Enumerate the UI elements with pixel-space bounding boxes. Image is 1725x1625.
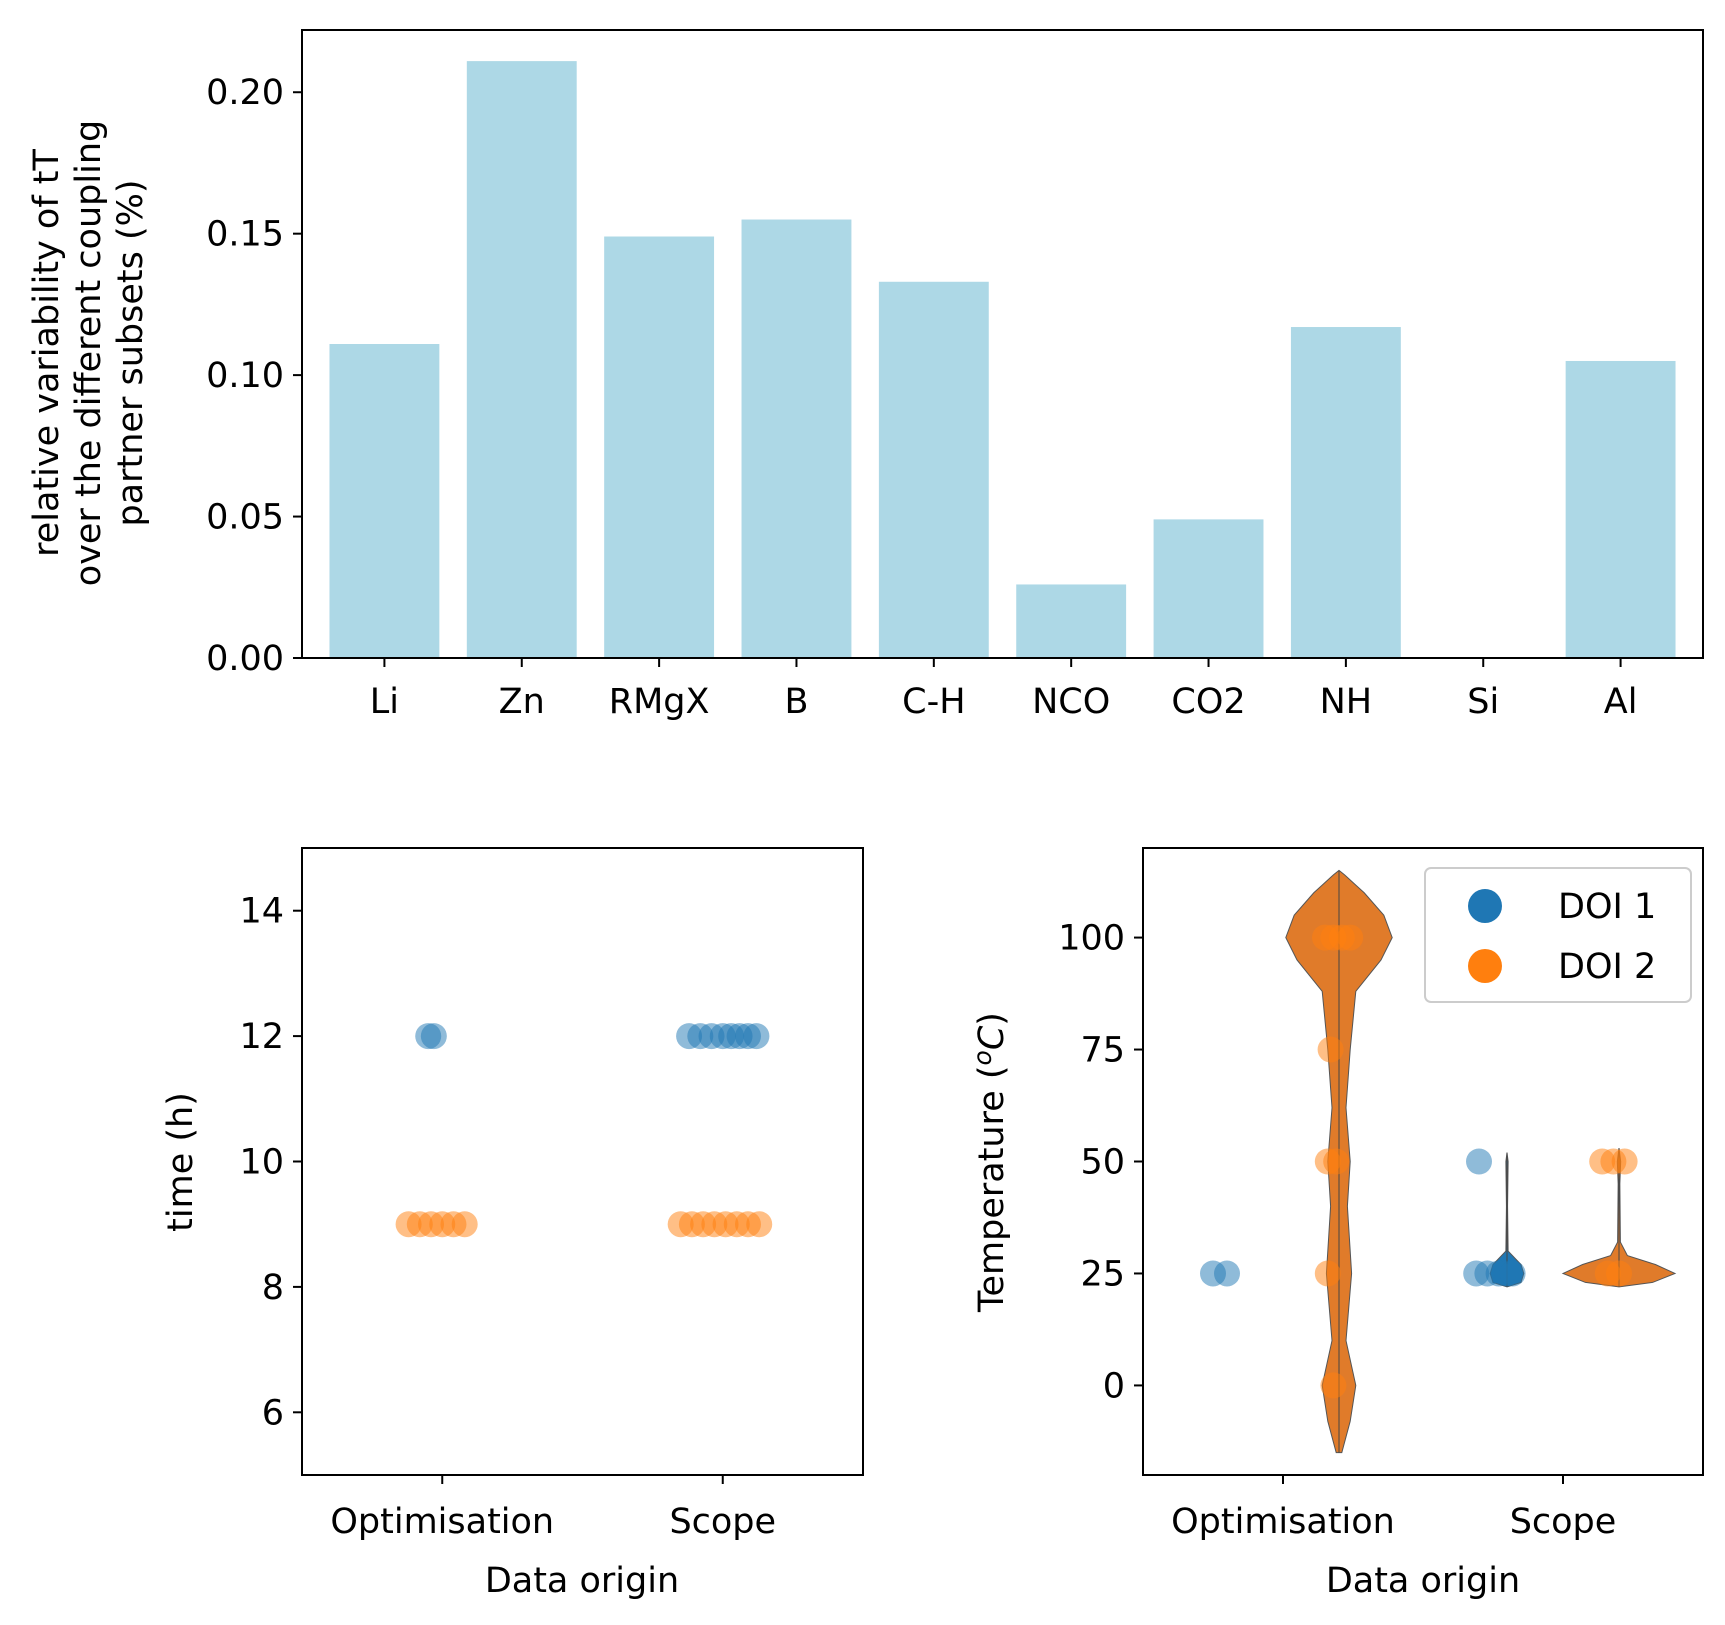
time-points <box>395 1023 773 1238</box>
legend-marker-doi2 <box>1468 949 1502 983</box>
y-axis-ticks: 0 25 50 75 100 <box>1058 919 1143 1406</box>
x-tick-label-co2: CO2 <box>1171 682 1245 722</box>
bar-chart-panel: 0.00 0.05 0.10 0.15 0.20 Li Zn RMgX B C-H NCO CO2 N… <box>27 29 1704 722</box>
point-doi-2 <box>1314 1260 1341 1287</box>
y-axis-ticks: 0.00 0.05 0.10 0.15 0.20 <box>206 73 302 679</box>
y-tick-label: 0.20 <box>206 73 284 113</box>
point-doi-1 <box>1214 1260 1240 1287</box>
x-tick-label-rmgx: RMgX <box>609 682 710 722</box>
bar-c-h <box>878 281 989 658</box>
y-tick-label: 8 <box>262 1268 284 1308</box>
legend-label-doi1: DOI 1 <box>1558 887 1656 927</box>
plot-frame <box>301 29 1704 659</box>
point-doi-1 <box>1466 1148 1492 1175</box>
y-axis-label: Temperature (oC) <box>968 1012 1012 1313</box>
x-axis-ticks: Optimisation Scope <box>330 1475 776 1542</box>
y-tick-label: 0 <box>1103 1366 1125 1406</box>
x-tick-label-scope: Scope <box>1510 1502 1617 1542</box>
x-tick-label-optimisation: Optimisation <box>1171 1502 1395 1542</box>
point-doi-2 <box>746 1211 773 1238</box>
point-doi-2 <box>1611 1148 1638 1175</box>
x-tick-label-si: Si <box>1467 682 1499 722</box>
temperature-points <box>1200 924 1638 1399</box>
x-tick-label-b: B <box>784 682 808 722</box>
y-tick-label: 25 <box>1080 1254 1125 1294</box>
y-axis-ticks: 6 8 10 12 14 <box>239 892 302 1433</box>
x-axis-ticks: Li Zn RMgX B C-H NCO CO2 NH Si Al <box>370 658 1638 722</box>
point-doi-2 <box>1323 1148 1350 1175</box>
point-doi-1 <box>1499 1260 1526 1287</box>
y-tick-label: 100 <box>1058 919 1125 959</box>
y-tick-label: 0.00 <box>206 639 284 679</box>
x-tick-label-c-h: C-H <box>902 682 965 722</box>
bar-co2 <box>1153 519 1264 658</box>
legend-marker-doi1 <box>1468 889 1502 923</box>
y-tick-label: 0.10 <box>206 356 284 396</box>
x-tick-label-nco: NCO <box>1032 682 1110 722</box>
y-tick-label: 14 <box>239 892 284 932</box>
y-axis-label-line-2: over the different coupling <box>69 120 109 586</box>
y-axis-label: time (h) <box>161 1092 201 1232</box>
x-axis-label: Data origin <box>1326 1561 1520 1601</box>
temperature-violin-panel: 0 25 50 75 100 Optimisation Scope Temperature… <box>968 847 1704 1601</box>
point-doi-2 <box>1606 1260 1632 1287</box>
y-tick-label: 0.15 <box>206 215 284 255</box>
bar-al <box>1565 360 1676 658</box>
point-doi-1 <box>420 1023 447 1050</box>
x-tick-label-zn: Zn <box>499 682 545 722</box>
legend: DOI 1 DOI 2 <box>1424 867 1692 1003</box>
x-tick-label-optimisation: Optimisation <box>330 1502 554 1542</box>
legend-label-doi2: DOI 2 <box>1558 947 1656 987</box>
x-tick-label-al: Al <box>1604 682 1638 722</box>
y-tick-label: 10 <box>239 1143 284 1183</box>
time-strip-panel: 6 8 10 12 14 Optimisation Scope time (h) Data… <box>161 847 864 1601</box>
y-tick-label: 6 <box>262 1393 284 1433</box>
x-tick-label-nh: NH <box>1320 682 1373 722</box>
x-tick-label-scope: Scope <box>669 1502 776 1542</box>
bar-li <box>329 344 440 658</box>
x-axis-ticks: Optimisation Scope <box>1171 1475 1616 1542</box>
y-axis-label-line-3: partner subsets (%) <box>111 179 151 526</box>
y-tick-label: 75 <box>1080 1031 1125 1071</box>
bar-zn <box>466 61 577 658</box>
point-doi-2 <box>451 1211 478 1238</box>
point-doi-2 <box>1337 924 1364 951</box>
y-axis-label-line-1: relative variability of tT <box>27 148 67 556</box>
point-doi-1 <box>743 1023 770 1050</box>
point-doi-2 <box>1320 1372 1347 1399</box>
y-axis-label-unit: C <box>972 1025 1012 1050</box>
plot-frame <box>301 847 864 1476</box>
bar-rmgx <box>604 236 715 658</box>
bar-nco <box>1016 584 1127 658</box>
bar-series <box>329 61 1676 658</box>
bar-b <box>741 219 852 658</box>
x-tick-label-li: Li <box>370 682 399 722</box>
y-tick-label: 0.05 <box>206 498 284 538</box>
point-doi-2 <box>1317 1036 1344 1063</box>
x-axis-label: Data origin <box>485 1561 679 1601</box>
y-tick-label: 50 <box>1080 1143 1125 1183</box>
y-tick-label: 12 <box>239 1017 284 1057</box>
bar-nh <box>1290 327 1401 658</box>
y-axis-label-superscript: o <box>968 1050 997 1065</box>
